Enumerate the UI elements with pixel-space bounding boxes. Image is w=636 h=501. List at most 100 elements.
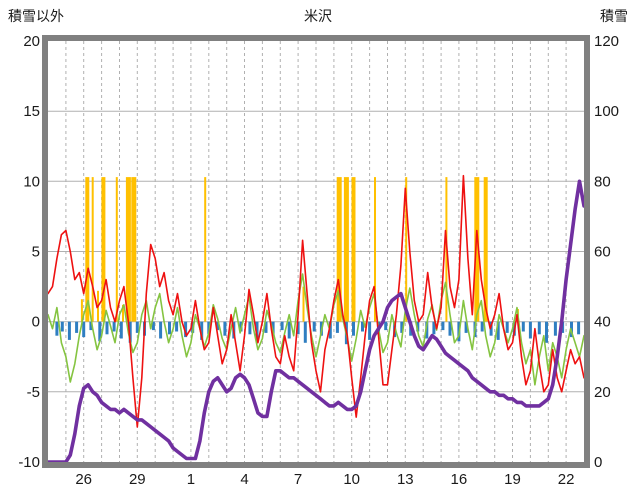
blue-bar (175, 321, 179, 332)
blue-bar (264, 321, 268, 333)
left-axis-tick-label: 20 (23, 33, 40, 50)
x-axis-tick-label: 29 (129, 471, 146, 488)
blue-bar (464, 321, 468, 333)
yellow-bar (101, 177, 106, 322)
left-axis-tick-label: 5 (32, 244, 40, 261)
blue-bar (184, 321, 188, 338)
right-axis-tick-label: 40 (594, 314, 611, 331)
x-axis-tick-label: 16 (451, 471, 468, 488)
purple-snow-depth-series (46, 179, 586, 464)
blue-bar (159, 321, 163, 339)
blue-bar (400, 321, 404, 333)
blue-bar (521, 321, 525, 332)
blue-bar (287, 321, 291, 339)
plot-border (42, 35, 590, 468)
blue-bar (135, 321, 139, 333)
blue-bar (75, 321, 79, 333)
blue-bar (296, 321, 300, 335)
blue-bar (119, 321, 123, 339)
green-line-series (47, 273, 585, 386)
blue-bar (441, 321, 445, 331)
blue-bar (200, 321, 204, 340)
yellow-bar (351, 177, 356, 322)
left-axis-tick-label: 0 (32, 314, 40, 331)
blue-bar (216, 321, 220, 331)
blue-bar (82, 321, 86, 338)
blue-bar (89, 321, 93, 331)
blue-bar (352, 321, 355, 336)
blue-bar (67, 321, 71, 340)
yellow-bar (122, 304, 124, 322)
blue-bar (425, 321, 429, 339)
blue-bar (312, 321, 316, 332)
blue-bar (328, 321, 332, 339)
blue-bar (577, 321, 581, 335)
x-axis-tick-label: 19 (504, 471, 521, 488)
chart-title: 米沢 (304, 8, 332, 24)
blue-bar (335, 321, 339, 333)
blue-bar (545, 321, 548, 343)
right-axis-tick-label: 120 (594, 33, 619, 50)
blue-bar (55, 321, 59, 336)
blue-bar (384, 321, 388, 331)
blue-bar (280, 321, 284, 331)
yellow-bar (405, 177, 408, 322)
blue-bar (223, 321, 227, 336)
blue-bar (553, 321, 557, 336)
blue-bar (496, 321, 500, 340)
yellow-bar (474, 177, 480, 322)
left-axis-title: 積雪以外 (8, 8, 64, 24)
blue-bar (151, 321, 155, 331)
blue-bar (128, 321, 132, 343)
left-axis-tick-label: -5 (27, 384, 40, 401)
blue-bar (248, 321, 252, 335)
x-axis-tick-label: 22 (558, 471, 575, 488)
left-axis-tick-labels: 20 15 10 5 0 -5 -10 (18, 33, 40, 471)
yellow-bar (125, 177, 131, 322)
blue-bar (505, 321, 509, 333)
right-axis-tick-label: 80 (594, 173, 611, 190)
blue-bar (489, 321, 493, 336)
blue-bar (448, 321, 452, 336)
blue-bar (303, 321, 307, 343)
yellow-bar (80, 299, 83, 322)
yellow-bar (115, 177, 118, 322)
x-axis-tick-label: 1 (187, 471, 195, 488)
x-axis-tick-label: 7 (294, 471, 302, 488)
right-axis-tick-label: 20 (594, 384, 611, 401)
blue-bar (416, 321, 420, 332)
yellow-bar (131, 177, 137, 322)
blue-bar (60, 321, 64, 332)
blue-bar (537, 321, 541, 335)
yellow-bar (483, 177, 488, 322)
x-axis-tick-label: 10 (343, 471, 360, 488)
left-axis-tick-label: -10 (18, 454, 40, 471)
yellow-bar (85, 177, 90, 322)
blue-bar (432, 321, 436, 335)
right-axis-tick-label: 100 (594, 103, 619, 120)
yellow-bar (374, 177, 376, 322)
blue-bar (361, 321, 364, 332)
x-axis-tick-labels: 26 29 1 4 7 10 13 16 19 22 (75, 471, 574, 488)
blue-bar (255, 321, 259, 342)
right-axis-tick-labels: 120 100 80 60 40 20 0 (594, 33, 619, 471)
yellow-bar (336, 177, 342, 322)
x-axis-tick-label: 4 (240, 471, 248, 488)
red-line-series (47, 174, 585, 428)
blue-bar (368, 321, 372, 340)
yellow-bar (343, 177, 349, 322)
left-axis-tick-label: 15 (23, 103, 40, 120)
left-axis-tick-label: 10 (23, 173, 40, 190)
yellow-bar (204, 177, 207, 322)
x-axis-tick-label: 26 (75, 471, 92, 488)
blue-bar (480, 321, 484, 332)
blue-bar (98, 321, 102, 342)
right-axis-title: 積雪 (600, 8, 628, 24)
blue-bar (168, 321, 171, 335)
yellow-bar (91, 177, 94, 322)
blue-bar (528, 321, 532, 339)
right-axis-tick-label: 0 (594, 454, 602, 471)
yellow-bar (302, 286, 305, 322)
